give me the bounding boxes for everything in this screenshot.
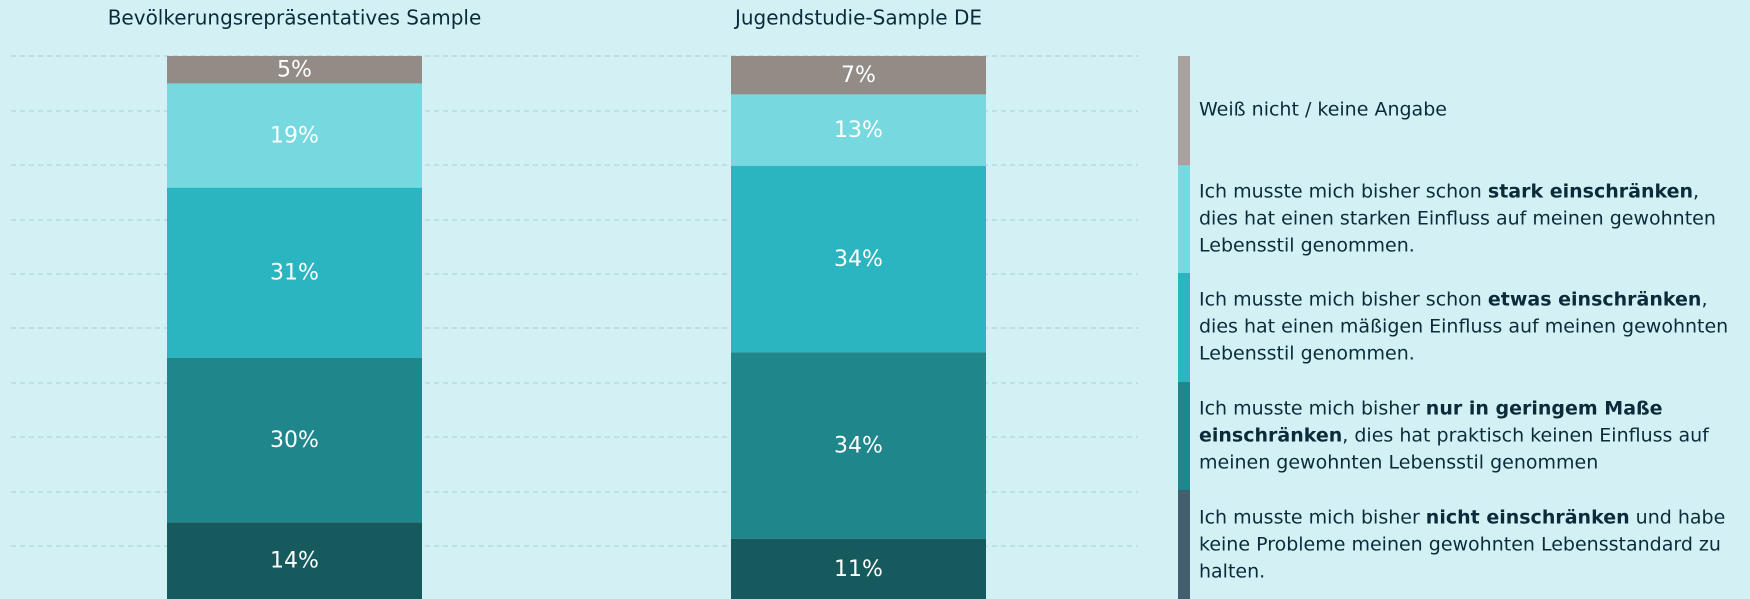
legend-text: Ich musste mich bisher schon: [1199, 288, 1488, 311]
bar-segment: [731, 94, 986, 166]
bar-segment: [731, 165, 986, 353]
legend-label: Ich musste mich bisher nicht einschränke…: [1199, 504, 1739, 585]
legend-text: nur in geringem Maße einschränken: [1199, 397, 1663, 447]
bar-segment: [167, 83, 422, 188]
legend-swatch: [1178, 273, 1190, 382]
legend-swatch: [1178, 164, 1190, 274]
value-label: 34%: [834, 247, 883, 272]
bar-title: Bevölkerungsrepräsentatives Sample: [108, 6, 482, 30]
bar-segment: [167, 187, 422, 358]
legend-text: etwas einschränken: [1487, 288, 1702, 311]
legend-text: Ich musste mich bisher: [1199, 506, 1426, 529]
legend-label: Weiß nicht / keine Angabe: [1199, 97, 1739, 124]
value-label: 34%: [834, 433, 883, 458]
legend-item: Ich musste mich bisher schon stark einsc…: [1178, 164, 1739, 274]
legend-text: , dies hat einen starken Einfluss auf me…: [1199, 180, 1716, 257]
value-label: 31%: [270, 261, 319, 286]
legend-item: Ich musste mich bisher nur in geringem M…: [1178, 381, 1739, 491]
value-label: 11%: [834, 557, 883, 582]
bar-segment: [167, 522, 422, 599]
value-label: 13%: [834, 118, 883, 143]
legend-item: Ich musste mich bisher schon etwas einsc…: [1178, 273, 1738, 382]
legend-text: , dies hat einen mäßigen Einfluss auf me…: [1199, 288, 1729, 365]
legend-item: Ich musste mich bisher nicht einschränke…: [1178, 490, 1738, 599]
bar-segment: [167, 357, 422, 523]
legend-swatch: [1178, 56, 1190, 165]
bar-segment: [731, 352, 986, 539]
bar-segment: [731, 538, 986, 599]
legend-item: Weiß nicht / keine Angabe: [1178, 56, 1738, 165]
legend-label: Ich musste mich bisher nur in geringem M…: [1199, 396, 1739, 477]
bar-title: Jugendstudie-Sample DE: [733, 6, 982, 30]
value-label: 14%: [270, 549, 319, 574]
legend-text: , dies hat praktisch keinen Einfluss auf…: [1199, 424, 1709, 474]
legend-text: Ich musste mich bisher schon: [1199, 180, 1488, 203]
bar-segment: [731, 56, 986, 95]
legend-text: Weiß nicht / keine Angabe: [1199, 98, 1447, 121]
value-label: 5%: [277, 58, 312, 83]
legend-swatch: [1178, 381, 1190, 491]
legend-label: Ich musste mich bisher schon etwas einsc…: [1199, 287, 1739, 368]
legend-swatch: [1178, 490, 1190, 599]
bar-segment: [167, 56, 422, 84]
value-label: 19%: [270, 124, 319, 149]
legend-text: nicht einschränken: [1425, 506, 1630, 529]
value-label: 30%: [270, 428, 319, 453]
legend-text: stark einschränken: [1487, 180, 1694, 203]
legend-text: Ich musste mich bisher: [1199, 397, 1426, 420]
legend-text: und habe keine Probleme meinen gewohnten…: [1199, 506, 1726, 583]
value-label: 7%: [841, 63, 876, 88]
legend-label: Ich musste mich bisher schon stark einsc…: [1199, 178, 1739, 259]
